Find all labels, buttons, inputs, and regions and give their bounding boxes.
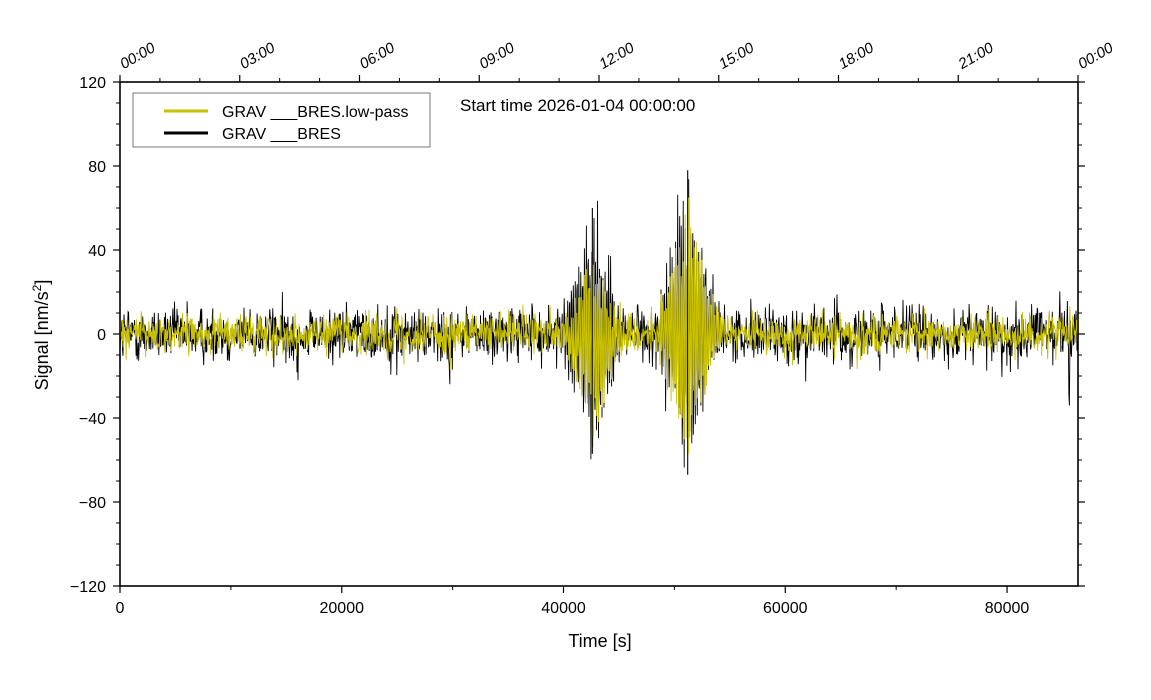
y-axis-label-main: Signal [nm/s [32,291,52,390]
x-tick-label: 20000 [320,600,365,617]
top-time-tick-label: 21:00 [955,39,997,73]
y-tick-label: 80 [88,159,106,176]
top-time-tick-label: 18:00 [836,39,878,73]
top-time-tick-label: 03:00 [237,39,279,73]
x-tick-label: 0 [116,600,125,617]
x-axis-label: Time [s] [568,631,631,651]
x-tick-label: 80000 [985,600,1030,617]
y-tick-label: 120 [79,75,106,92]
top-time-tick-label: 15:00 [716,39,758,73]
legend-box [132,92,431,148]
y-tick-label: −120 [70,579,106,596]
y-tick-label: 40 [88,243,106,260]
top-time-tick-label: 06:00 [357,39,399,73]
chart-title: Start time 2026-01-04 00:00:00 [460,96,695,115]
top-time-tick-label: 00:00 [1075,39,1117,73]
signal-traces [119,170,1079,475]
x-tick-label: 40000 [541,600,586,617]
legend-label-2: GRAV ___BRES [222,126,341,143]
x-tick-label: 60000 [763,600,808,617]
series-lowpass-line [119,214,1079,448]
y-axis-label: Signal [nm/s2] [30,280,52,391]
top-time-tick-label: 00:00 [117,39,159,73]
top-time-tick-label: 09:00 [476,39,518,73]
y-axis-label-end: ] [32,280,52,285]
y-axis-label-sup: 2 [30,284,44,291]
legend-label-1: GRAV ___BRES.low-pass [222,104,408,121]
y-tick-label: −40 [79,411,106,428]
top-time-tick-label: 12:00 [596,39,638,73]
y-tick-label: −80 [79,495,106,512]
y-tick-label: 0 [97,327,106,344]
legend: GRAV ___BRES.low-pass GRAV ___BRES [132,92,431,148]
